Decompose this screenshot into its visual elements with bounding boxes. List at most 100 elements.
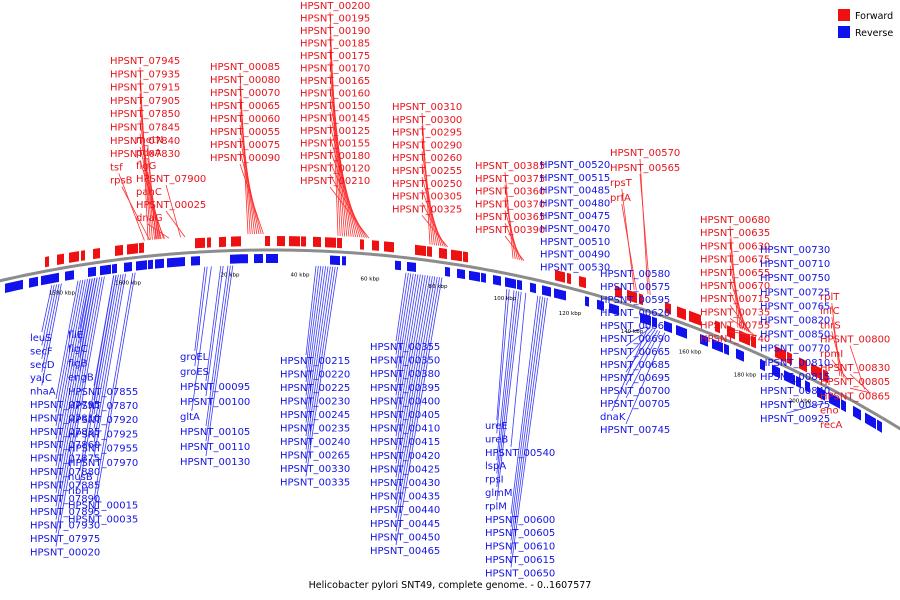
forward-gene-block xyxy=(823,369,828,384)
reverse-gene-block xyxy=(772,364,780,379)
reverse-gene-label: HPSNT_07895 xyxy=(30,507,100,518)
forward-gene-label: HPSNT_00200 xyxy=(300,1,370,12)
legend-reverse-label: Reverse xyxy=(855,28,893,39)
reverse-gene-label: HPSNT_00265 xyxy=(280,451,350,462)
forward-gene-block xyxy=(451,249,462,262)
reverse-leader-line xyxy=(41,283,62,386)
reverse-leader-line xyxy=(395,275,426,450)
reverse-leader-line xyxy=(305,265,319,369)
reverse-leader-line xyxy=(79,278,95,358)
forward-gene-block xyxy=(639,293,643,306)
forward-gene-block xyxy=(81,250,85,261)
reverse-gene-label: rpsI xyxy=(485,475,504,486)
reverse-gene-label: HPSNT_00575 xyxy=(600,282,670,293)
reverse-gene-label: HPSNT_00405 xyxy=(370,410,440,421)
forward-gene-block xyxy=(207,237,211,248)
forward-leader-line xyxy=(147,171,161,240)
reverse-gene-block xyxy=(829,392,840,409)
reverse-gene-label: yajC xyxy=(30,373,52,384)
reverse-gene-block xyxy=(191,256,200,266)
reverse-gene-label: flgB xyxy=(68,358,88,369)
reverse-gene-label: HPSNT_00400 xyxy=(370,396,440,407)
reverse-leader-line xyxy=(55,277,100,520)
reverse-gene-label: rplM xyxy=(485,501,507,512)
reverse-gene-label: HPSNT_07810 xyxy=(30,413,100,424)
reverse-leader-line xyxy=(79,278,91,330)
reverse-gene-block xyxy=(493,275,501,286)
forward-gene-label: rpsB xyxy=(110,176,133,187)
reverse-gene-label: HPSNT_00710 xyxy=(760,259,830,270)
forward-gene-label: metN xyxy=(136,135,163,146)
forward-gene-label: HPSNT_00090 xyxy=(210,153,280,164)
reverse-gene-block xyxy=(664,320,672,334)
reverse-gene-label: HPSNT_00690 xyxy=(600,334,670,345)
forward-gene-label: HPSNT_00365 xyxy=(475,212,545,223)
reverse-gene-label: HPSNT_00650 xyxy=(485,568,555,579)
reverse-gene-label: HPSNT_00475 xyxy=(540,211,610,222)
forward-gene-label: HPSNT_00295 xyxy=(392,128,462,139)
forward-gene-label: dnaG xyxy=(136,213,163,224)
forward-gene-block xyxy=(615,286,622,299)
forward-gene-label: HPSNT_00060 xyxy=(210,114,280,125)
reverse-gene-label: HPSNT_00420 xyxy=(370,451,440,462)
reverse-gene-block xyxy=(124,262,132,272)
forward-gene-label: tsf xyxy=(110,162,123,173)
reverse-gene-block xyxy=(266,254,278,263)
reverse-gene-label: HPSNT_00470 xyxy=(540,224,610,235)
forward-gene-block xyxy=(69,251,79,263)
forward-gene-block xyxy=(439,247,447,260)
reverse-leader-line xyxy=(55,280,79,400)
forward-gene-label: recA xyxy=(820,420,843,431)
reverse-gene-label: HPSNT_00330 xyxy=(280,464,350,475)
reverse-leader-line xyxy=(395,273,412,369)
reverse-gene-block xyxy=(112,263,117,274)
reverse-leader-line xyxy=(785,402,825,414)
reverse-gene-label: HPSNT_00620 xyxy=(600,308,670,319)
reverse-gene-block xyxy=(155,258,164,269)
reverse-gene-label: HPSNT_00660 xyxy=(600,321,670,332)
forward-gene-block xyxy=(665,302,671,315)
reverse-gene-label: HPSNT_00100 xyxy=(180,397,250,408)
reverse-gene-block xyxy=(53,272,59,283)
forward-gene-label: panC xyxy=(136,187,162,198)
reverse-leader-line xyxy=(93,273,126,457)
reverse-gene-block xyxy=(554,288,566,301)
reverse-gene-label: HPSNT_07795 xyxy=(30,400,100,411)
reverse-gene-label: HPSNT_00110 xyxy=(180,442,250,453)
reverse-gene-block xyxy=(760,359,765,372)
reverse-leader-line xyxy=(395,273,416,396)
forward-leader-line xyxy=(729,304,752,334)
reverse-leader-line xyxy=(205,265,229,427)
reverse-gene-label: HPSNT_07870 xyxy=(68,401,138,412)
reverse-gene-label: HPSNT_00350 xyxy=(370,356,440,367)
reverse-gene-label: HPSNT_07975 xyxy=(30,534,100,545)
reverse-gene-block xyxy=(330,255,340,266)
reverse-gene-label: HPSNT_00610 xyxy=(485,542,555,553)
forward-gene-block xyxy=(277,236,285,247)
forward-gene-label: HPSNT_00175 xyxy=(300,51,370,62)
reverse-gene-label: dnaK xyxy=(600,412,626,423)
forward-leader-line xyxy=(849,387,872,394)
reverse-gene-label: HPSNT_00770 xyxy=(760,344,830,355)
gene-blocks-layer xyxy=(5,236,882,433)
forward-gene-block xyxy=(463,251,468,263)
genome-caption: Helicobacter pylori SNT49, complete geno… xyxy=(309,580,592,591)
reverse-leader-line xyxy=(395,275,428,464)
genome-backbone-arc xyxy=(0,248,900,431)
reverse-gene-label: HPSNT_00725 xyxy=(760,287,830,298)
forward-gene-label: eno xyxy=(820,406,839,417)
forward-gene-block xyxy=(811,363,822,380)
reverse-leader-line xyxy=(395,274,421,423)
reverse-gene-label: HPSNT_00435 xyxy=(370,492,440,503)
reverse-gene-block xyxy=(41,273,53,286)
reverse-leader-line xyxy=(510,292,527,447)
reverse-gene-label: HPSNT_00925 xyxy=(760,414,830,425)
forward-gene-block xyxy=(689,310,701,326)
forward-leader-line xyxy=(831,317,843,377)
reverse-leader-line xyxy=(510,297,548,568)
reverse-gene-label: HPSNT_00410 xyxy=(370,424,440,435)
reverse-leader-line xyxy=(395,273,414,382)
forward-gene-label: HPSNT_00565 xyxy=(610,163,680,174)
forward-leader-line xyxy=(239,150,262,235)
forward-gene-label: HPSNT_00390 xyxy=(475,225,545,236)
